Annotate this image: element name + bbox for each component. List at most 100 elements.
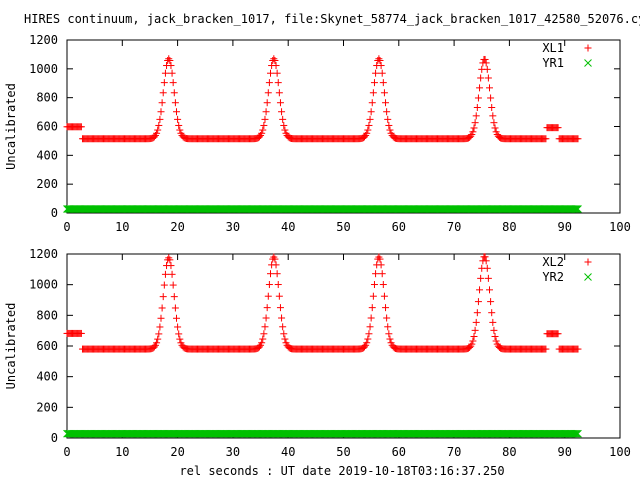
data-point (156, 323, 164, 331)
data-point (167, 62, 175, 70)
data-point (491, 124, 499, 132)
data-point (279, 323, 287, 331)
x-tick-label: 30 (226, 220, 240, 234)
series-YR2 (63, 429, 582, 438)
data-point (160, 281, 168, 289)
x-tick-label: 0 (63, 445, 70, 459)
x-tick-label: 90 (557, 445, 571, 459)
data-point (361, 343, 369, 351)
data-point (482, 59, 490, 67)
data-point (174, 115, 182, 123)
x-tick-label: 0 (63, 220, 70, 234)
y-tick-label: 200 (36, 177, 58, 191)
data-point (169, 281, 177, 289)
x-tick-label: 50 (336, 220, 350, 234)
y-tick-label: 0 (51, 431, 58, 445)
data-point (574, 135, 582, 143)
data-point (571, 429, 580, 438)
data-point (280, 330, 288, 338)
data-point (150, 343, 158, 351)
data-point (281, 335, 289, 343)
data-point (166, 256, 174, 264)
data-point (272, 261, 280, 269)
data-point (369, 89, 377, 97)
data-point (258, 129, 266, 137)
data-point (379, 281, 387, 289)
data-point (364, 335, 372, 343)
data-point (165, 55, 173, 63)
data-point (386, 126, 394, 134)
data-point (372, 69, 380, 77)
data-point (473, 309, 481, 317)
x-tick-label: 50 (336, 445, 350, 459)
data-point (273, 270, 281, 278)
data-point (172, 108, 180, 116)
y-tick-label: 1200 (29, 33, 58, 47)
x-tick-label: 100 (609, 220, 631, 234)
data-point (263, 99, 271, 107)
data-point (382, 99, 390, 107)
data-point (382, 304, 390, 312)
data-point (275, 292, 283, 300)
data-point (386, 335, 394, 343)
data-point (377, 62, 385, 70)
data-point (571, 205, 580, 213)
y-tick-label: 600 (36, 339, 58, 353)
data-point (487, 298, 495, 306)
y-tick-label: 600 (36, 120, 58, 134)
data-point (485, 286, 493, 294)
data-point (260, 330, 268, 338)
data-point (363, 339, 371, 347)
data-point (573, 429, 581, 438)
data-point (77, 123, 85, 131)
data-point (487, 94, 495, 102)
legend-marker (584, 59, 592, 67)
data-point (170, 89, 178, 97)
y-tick-label: 1000 (29, 62, 58, 76)
x-tick-label: 10 (115, 445, 129, 459)
data-point (472, 318, 480, 326)
series-XL2 (63, 253, 582, 353)
y-tick-label: 800 (36, 308, 58, 322)
data-point (155, 121, 163, 129)
data-point (176, 126, 184, 134)
legend-label: YR2 (542, 270, 564, 284)
data-point (154, 335, 162, 343)
data-point (271, 56, 279, 64)
y-tick-label: 0 (51, 206, 58, 220)
data-point (158, 99, 166, 107)
data-point (262, 314, 270, 322)
legend-marker (584, 44, 592, 52)
data-point (364, 126, 372, 134)
x-tick-label: 60 (392, 220, 406, 234)
data-point (368, 304, 376, 312)
data-point (167, 262, 175, 270)
data-point (168, 69, 176, 77)
data-point (488, 309, 496, 317)
data-point (261, 115, 269, 123)
data-point (155, 330, 163, 338)
data-point (376, 56, 384, 64)
data-point (491, 333, 499, 341)
legend-marker (584, 258, 592, 266)
legend-label: XL1 (542, 41, 564, 55)
data-point (365, 121, 373, 129)
x-axis-label: rel seconds : UT date 2019-10-18T03:16:3… (179, 464, 504, 478)
data-point (274, 79, 282, 87)
data-point (280, 121, 288, 129)
x-tick-label: 30 (226, 445, 240, 459)
y-tick-label: 200 (36, 400, 58, 414)
data-point (477, 274, 485, 282)
data-point (264, 292, 272, 300)
data-point (574, 429, 582, 438)
data-point (172, 314, 180, 322)
data-point (77, 329, 85, 337)
x-tick-label: 10 (115, 220, 129, 234)
data-point (154, 126, 162, 134)
data-point (370, 281, 378, 289)
legend-marker (584, 273, 592, 281)
data-point (483, 65, 491, 73)
data-point (369, 292, 377, 300)
data-point (258, 339, 266, 347)
